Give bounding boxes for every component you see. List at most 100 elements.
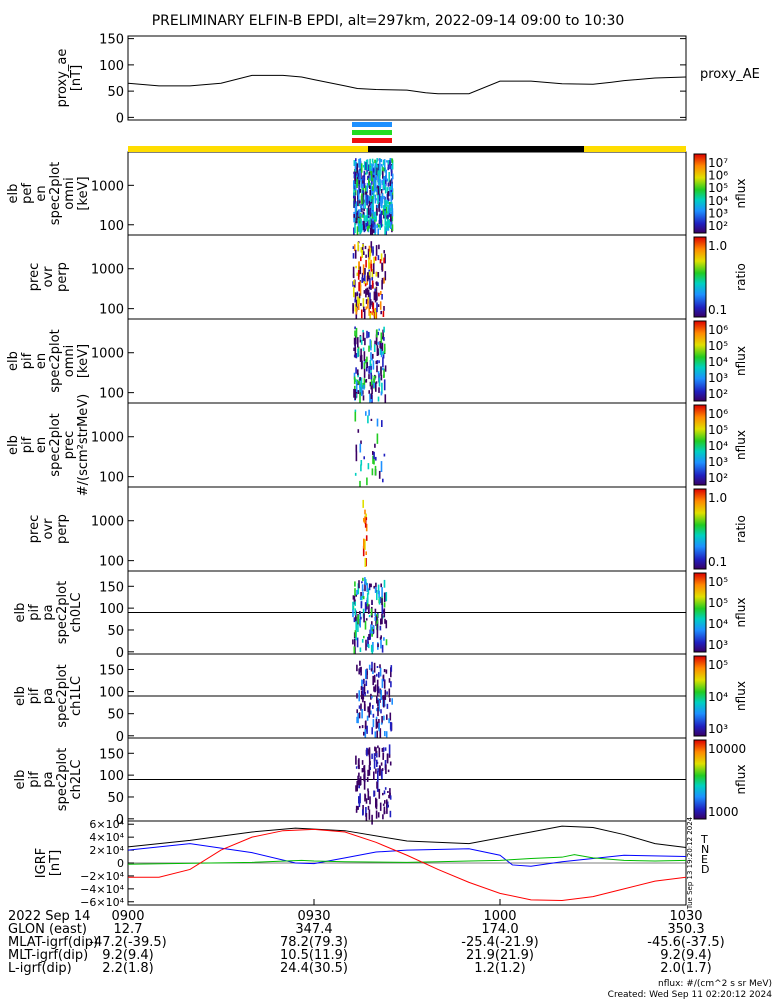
data-cell xyxy=(391,160,394,170)
proxy-ae-panel: 150 100 50 0 proxy_AE proxy_ae [nT] xyxy=(55,33,760,127)
status-bars xyxy=(128,122,686,152)
data-cell xyxy=(386,691,388,695)
data-cell xyxy=(368,171,371,178)
data-cell xyxy=(354,339,356,347)
data-cell xyxy=(370,186,373,196)
y-axis-label: pif xyxy=(20,352,35,369)
data-cell xyxy=(375,204,378,212)
data-cell xyxy=(374,182,377,191)
data-cell xyxy=(387,214,389,220)
data-cell xyxy=(377,331,379,336)
data-cell xyxy=(356,693,358,699)
data-cell xyxy=(369,190,371,196)
data-cell xyxy=(361,277,363,283)
data-cell xyxy=(378,470,381,479)
colorbar-tick-label: 10² xyxy=(708,219,728,233)
data-cell xyxy=(362,545,365,557)
data-cell xyxy=(357,195,359,207)
data-cell xyxy=(376,628,379,639)
igrf-panel: 6×10⁴4×10⁴2×10⁴0−2×10⁴−4×10⁴−6×10⁴TNEDIG… xyxy=(34,816,709,910)
data-cell xyxy=(358,223,361,226)
data-cell xyxy=(378,292,380,297)
data-cell xyxy=(370,223,373,232)
data-cell xyxy=(359,443,362,453)
data-cell xyxy=(362,211,365,215)
data-cell xyxy=(375,810,378,819)
y-tick-label: 0 xyxy=(116,813,124,828)
data-cell xyxy=(360,666,362,676)
y-tick-label: 150 xyxy=(99,747,124,762)
data-cell xyxy=(367,205,370,215)
data-cell xyxy=(370,163,372,175)
data-cell xyxy=(359,223,361,235)
data-cell xyxy=(361,272,364,280)
plot-frame xyxy=(127,486,687,572)
data-cell xyxy=(384,800,386,804)
data-cell xyxy=(380,639,382,649)
data-cell xyxy=(364,620,367,630)
data-cell xyxy=(388,718,390,724)
data-cell xyxy=(358,772,360,777)
data-cell xyxy=(363,456,365,460)
y-tick-label: 50 xyxy=(107,791,124,806)
data-cell xyxy=(368,664,371,670)
data-cell xyxy=(377,282,379,286)
colorbar-label: nflux xyxy=(734,179,748,209)
data-cell xyxy=(359,266,362,275)
data-cell xyxy=(362,577,364,582)
data-cell xyxy=(365,720,367,729)
data-cell xyxy=(364,794,367,799)
data-cell xyxy=(383,637,385,641)
data-cell xyxy=(369,311,372,314)
data-cell xyxy=(371,613,373,618)
data-cell xyxy=(381,179,383,185)
data-cell xyxy=(384,216,387,226)
data-cell xyxy=(376,433,379,444)
data-cell xyxy=(389,795,392,800)
data-cell xyxy=(389,161,391,170)
data-cell xyxy=(378,244,380,250)
data-cell xyxy=(357,303,360,310)
data-cell xyxy=(379,301,382,310)
data-cell xyxy=(385,227,387,237)
data-cell xyxy=(359,212,362,222)
data-cell xyxy=(373,183,376,193)
data-cell xyxy=(366,159,369,171)
data-cell xyxy=(362,686,364,695)
data-cell xyxy=(378,328,380,331)
data-cell xyxy=(366,777,369,782)
data-cell xyxy=(384,394,387,405)
data-cell xyxy=(372,360,375,370)
data-cell xyxy=(372,455,374,464)
colorbar-tick-label: 10⁴ xyxy=(708,194,728,208)
data-cell xyxy=(363,613,365,623)
data-cell xyxy=(375,272,378,277)
data-cell xyxy=(360,686,363,691)
data-cell xyxy=(365,191,368,195)
data-cell xyxy=(364,577,366,585)
data-cell xyxy=(369,278,371,290)
data-cell xyxy=(365,162,367,171)
data-cell xyxy=(384,210,386,217)
data-cell xyxy=(371,311,373,316)
data-cell xyxy=(369,185,371,189)
data-cell xyxy=(356,716,358,724)
data-cell xyxy=(378,224,380,228)
data-cell xyxy=(355,367,357,374)
data-cell xyxy=(382,675,385,680)
data-cell xyxy=(356,163,359,173)
data-cell xyxy=(385,175,387,186)
row-value: 174.0 xyxy=(481,922,518,937)
data-cell xyxy=(359,480,361,489)
data-cell xyxy=(358,782,361,786)
data-cell xyxy=(362,591,364,598)
data-cell xyxy=(365,359,367,364)
data-cell xyxy=(364,557,367,567)
data-cell xyxy=(362,187,365,193)
data-cell xyxy=(372,713,375,718)
data-cell xyxy=(380,722,383,725)
data-cell xyxy=(385,592,388,602)
data-cell xyxy=(363,368,366,378)
colorbar-tick-label: 1.0 xyxy=(708,239,727,253)
green-bar xyxy=(352,130,392,135)
